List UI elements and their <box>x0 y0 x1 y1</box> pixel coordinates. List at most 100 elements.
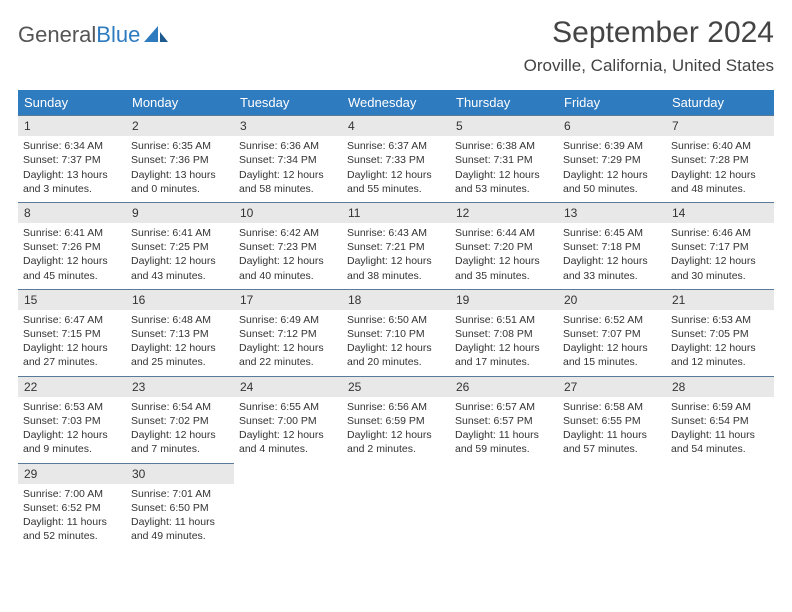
sunrise-line: Sunrise: 6:47 AM <box>23 313 121 327</box>
daylight-line: Daylight: 12 hours and 25 minutes. <box>131 341 229 369</box>
cell-body: Sunrise: 6:46 AMSunset: 7:17 PMDaylight:… <box>666 223 774 289</box>
cell-body: Sunrise: 6:38 AMSunset: 7:31 PMDaylight:… <box>450 136 558 202</box>
cell-body: Sunrise: 6:52 AMSunset: 7:07 PMDaylight:… <box>558 310 666 376</box>
sunset-line: Sunset: 7:13 PM <box>131 327 229 341</box>
sunset-line: Sunset: 6:55 PM <box>563 414 661 428</box>
sunrise-line: Sunrise: 6:48 AM <box>131 313 229 327</box>
day-number: 9 <box>126 203 234 223</box>
daylight-line: Daylight: 12 hours and 35 minutes. <box>455 254 553 282</box>
calendar-cell: 22Sunrise: 6:53 AMSunset: 7:03 PMDayligh… <box>18 376 126 463</box>
sunset-line: Sunset: 6:50 PM <box>131 501 229 515</box>
calendar-cell: 23Sunrise: 6:54 AMSunset: 7:02 PMDayligh… <box>126 376 234 463</box>
day-number: 23 <box>126 377 234 397</box>
day-number: 22 <box>18 377 126 397</box>
calendar-cell: 4Sunrise: 6:37 AMSunset: 7:33 PMDaylight… <box>342 115 450 202</box>
sunset-line: Sunset: 7:12 PM <box>239 327 337 341</box>
sunset-line: Sunset: 7:37 PM <box>23 153 121 167</box>
sunset-line: Sunset: 7:15 PM <box>23 327 121 341</box>
cell-body: Sunrise: 7:01 AMSunset: 6:50 PMDaylight:… <box>126 484 234 550</box>
cell-body: Sunrise: 6:49 AMSunset: 7:12 PMDaylight:… <box>234 310 342 376</box>
cell-body: Sunrise: 6:55 AMSunset: 7:00 PMDaylight:… <box>234 397 342 463</box>
daylight-line: Daylight: 12 hours and 50 minutes. <box>563 168 661 196</box>
cell-body: Sunrise: 6:47 AMSunset: 7:15 PMDaylight:… <box>18 310 126 376</box>
cell-body: Sunrise: 6:53 AMSunset: 7:05 PMDaylight:… <box>666 310 774 376</box>
daylight-line: Daylight: 12 hours and 33 minutes. <box>563 254 661 282</box>
daylight-line: Daylight: 12 hours and 58 minutes. <box>239 168 337 196</box>
month-title: September 2024 <box>524 16 774 50</box>
daylight-line: Daylight: 12 hours and 43 minutes. <box>131 254 229 282</box>
sunrise-line: Sunrise: 6:44 AM <box>455 226 553 240</box>
daylight-line: Daylight: 12 hours and 30 minutes. <box>671 254 769 282</box>
sunset-line: Sunset: 6:59 PM <box>347 414 445 428</box>
title-block: September 2024 Oroville, California, Uni… <box>524 16 774 86</box>
sunset-line: Sunset: 7:31 PM <box>455 153 553 167</box>
calendar-cell-empty <box>342 463 450 550</box>
calendar-cell: 17Sunrise: 6:49 AMSunset: 7:12 PMDayligh… <box>234 289 342 376</box>
cell-body: Sunrise: 6:35 AMSunset: 7:36 PMDaylight:… <box>126 136 234 202</box>
cell-body: Sunrise: 6:41 AMSunset: 7:25 PMDaylight:… <box>126 223 234 289</box>
daylight-line: Daylight: 12 hours and 55 minutes. <box>347 168 445 196</box>
sunrise-line: Sunrise: 6:51 AM <box>455 313 553 327</box>
calendar-cell: 26Sunrise: 6:57 AMSunset: 6:57 PMDayligh… <box>450 376 558 463</box>
sunset-line: Sunset: 7:17 PM <box>671 240 769 254</box>
sunset-line: Sunset: 6:54 PM <box>671 414 769 428</box>
sunset-line: Sunset: 7:29 PM <box>563 153 661 167</box>
calendar-cell-empty <box>558 463 666 550</box>
calendar-cell: 30Sunrise: 7:01 AMSunset: 6:50 PMDayligh… <box>126 463 234 550</box>
sunset-line: Sunset: 7:28 PM <box>671 153 769 167</box>
daylight-line: Daylight: 12 hours and 17 minutes. <box>455 341 553 369</box>
day-number: 25 <box>342 377 450 397</box>
calendar-cell-empty <box>234 463 342 550</box>
sunset-line: Sunset: 7:20 PM <box>455 240 553 254</box>
sunrise-line: Sunrise: 6:53 AM <box>23 400 121 414</box>
calendar-cell: 5Sunrise: 6:38 AMSunset: 7:31 PMDaylight… <box>450 115 558 202</box>
calendar-cell: 15Sunrise: 6:47 AMSunset: 7:15 PMDayligh… <box>18 289 126 376</box>
sunrise-line: Sunrise: 6:37 AM <box>347 139 445 153</box>
sunrise-line: Sunrise: 6:49 AM <box>239 313 337 327</box>
calendar-cell: 27Sunrise: 6:58 AMSunset: 6:55 PMDayligh… <box>558 376 666 463</box>
sunrise-line: Sunrise: 6:45 AM <box>563 226 661 240</box>
dow-header: Tuesday <box>234 90 342 115</box>
day-number: 26 <box>450 377 558 397</box>
calendar-cell: 28Sunrise: 6:59 AMSunset: 6:54 PMDayligh… <box>666 376 774 463</box>
day-number: 11 <box>342 203 450 223</box>
daylight-line: Daylight: 12 hours and 12 minutes. <box>671 341 769 369</box>
daylight-line: Daylight: 12 hours and 27 minutes. <box>23 341 121 369</box>
day-number: 8 <box>18 203 126 223</box>
day-number: 10 <box>234 203 342 223</box>
cell-body: Sunrise: 6:57 AMSunset: 6:57 PMDaylight:… <box>450 397 558 463</box>
day-number: 24 <box>234 377 342 397</box>
daylight-line: Daylight: 11 hours and 54 minutes. <box>671 428 769 456</box>
cell-body: Sunrise: 6:42 AMSunset: 7:23 PMDaylight:… <box>234 223 342 289</box>
calendar-cell: 9Sunrise: 6:41 AMSunset: 7:25 PMDaylight… <box>126 202 234 289</box>
calendar-cell: 16Sunrise: 6:48 AMSunset: 7:13 PMDayligh… <box>126 289 234 376</box>
calendar-cell: 8Sunrise: 6:41 AMSunset: 7:26 PMDaylight… <box>18 202 126 289</box>
sunrise-line: Sunrise: 6:41 AM <box>23 226 121 240</box>
sunrise-line: Sunrise: 6:52 AM <box>563 313 661 327</box>
sunset-line: Sunset: 7:02 PM <box>131 414 229 428</box>
calendar-cell: 21Sunrise: 6:53 AMSunset: 7:05 PMDayligh… <box>666 289 774 376</box>
sunrise-line: Sunrise: 6:59 AM <box>671 400 769 414</box>
cell-body: Sunrise: 6:58 AMSunset: 6:55 PMDaylight:… <box>558 397 666 463</box>
day-number: 13 <box>558 203 666 223</box>
daylight-line: Daylight: 12 hours and 7 minutes. <box>131 428 229 456</box>
daylight-line: Daylight: 11 hours and 59 minutes. <box>455 428 553 456</box>
day-number: 15 <box>18 290 126 310</box>
dow-header: Friday <box>558 90 666 115</box>
sunset-line: Sunset: 6:52 PM <box>23 501 121 515</box>
sunrise-line: Sunrise: 6:41 AM <box>131 226 229 240</box>
sunset-line: Sunset: 7:05 PM <box>671 327 769 341</box>
sunset-line: Sunset: 7:26 PM <box>23 240 121 254</box>
calendar-grid: SundayMondayTuesdayWednesdayThursdayFrid… <box>18 90 774 549</box>
day-number: 14 <box>666 203 774 223</box>
cell-body: Sunrise: 6:45 AMSunset: 7:18 PMDaylight:… <box>558 223 666 289</box>
cell-body: Sunrise: 6:50 AMSunset: 7:10 PMDaylight:… <box>342 310 450 376</box>
sunset-line: Sunset: 7:10 PM <box>347 327 445 341</box>
day-number: 27 <box>558 377 666 397</box>
daylight-line: Daylight: 12 hours and 48 minutes. <box>671 168 769 196</box>
cell-body: Sunrise: 6:36 AMSunset: 7:34 PMDaylight:… <box>234 136 342 202</box>
calendar-cell: 29Sunrise: 7:00 AMSunset: 6:52 PMDayligh… <box>18 463 126 550</box>
calendar-cell: 19Sunrise: 6:51 AMSunset: 7:08 PMDayligh… <box>450 289 558 376</box>
sunrise-line: Sunrise: 6:55 AM <box>239 400 337 414</box>
cell-body: Sunrise: 6:54 AMSunset: 7:02 PMDaylight:… <box>126 397 234 463</box>
